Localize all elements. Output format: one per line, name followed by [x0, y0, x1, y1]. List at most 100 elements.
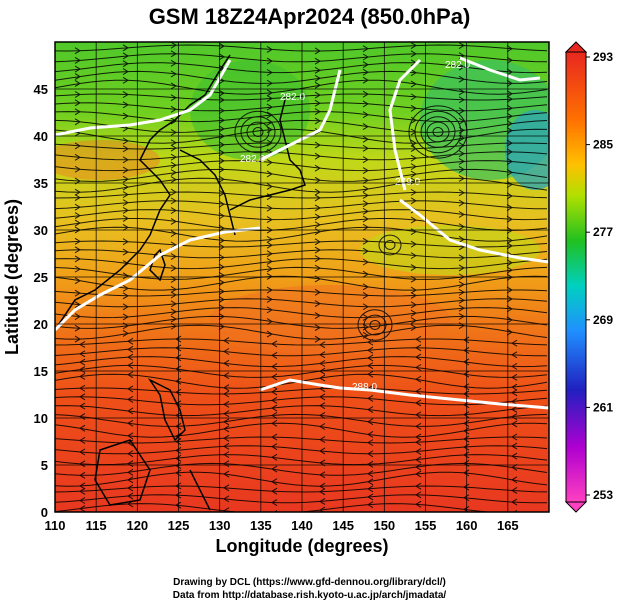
- lat-tick-label: 15: [34, 364, 48, 379]
- streamline-arrow: [79, 366, 86, 373]
- streamline-arrow: [218, 263, 225, 271]
- streamline-arrow: [319, 423, 326, 430]
- lon-tick-label: 160: [456, 518, 478, 533]
- streamline-arrow: [506, 56, 513, 64]
- streamline-arrow: [79, 341, 86, 348]
- vortex-streamline: [240, 116, 276, 148]
- streamline-arrow: [223, 390, 230, 398]
- streamline-arrow: [314, 188, 321, 196]
- streamline-arrow: [218, 304, 225, 312]
- streamline-arrow: [74, 165, 81, 173]
- streamline-arrow: [511, 373, 518, 381]
- streamline-arrow: [463, 459, 470, 467]
- streamline-arrow: [74, 237, 81, 245]
- streamline-arrow: [415, 422, 422, 430]
- streamline-arrow: [506, 90, 513, 98]
- streamline-arrow: [410, 69, 417, 77]
- streamline-arrow: [314, 108, 321, 116]
- streamline-arrow: [319, 498, 326, 505]
- streamline-arrow: [74, 65, 81, 73]
- plot-frame: [54, 41, 550, 513]
- streamline-arrow: [362, 45, 369, 53]
- streamline-arrow: [506, 148, 513, 156]
- streamline-arrow: [319, 436, 326, 444]
- contour-labels: 282.0 282.0 279.0 282.0 288.0: [240, 60, 470, 393]
- lon-tick-label: 110: [45, 518, 66, 533]
- streamline-arrow: [218, 200, 225, 208]
- streamline-arrow: [458, 223, 465, 231]
- streamline-arrow: [319, 411, 326, 419]
- streamline-arrow: [271, 396, 278, 404]
- streamline-arrow: [362, 283, 369, 291]
- vortex-streamline: [426, 121, 450, 143]
- vortex-streamline: [369, 320, 381, 330]
- streamline-arrow: [266, 69, 273, 76]
- streamline-arrow: [415, 433, 422, 441]
- streamline-arrow: [319, 360, 326, 367]
- streamline-arrow: [79, 448, 86, 456]
- streamline-arrow: [79, 482, 86, 490]
- streamline-arrow: [266, 265, 273, 273]
- vortex-streamline: [432, 127, 444, 137]
- streamline-arrow: [314, 204, 321, 212]
- streamline-arrow: [74, 99, 81, 107]
- streamline-arrow: [170, 105, 177, 113]
- streamline-arrow: [458, 199, 465, 207]
- streamline-arrow: [271, 404, 278, 412]
- streamline-arrow: [362, 53, 369, 61]
- streamline-arrow: [367, 346, 374, 354]
- streamline-arrow: [362, 123, 369, 131]
- streamline-arrow: [122, 199, 129, 207]
- streamline-arrow: [127, 371, 134, 379]
- streamline-arrow: [74, 335, 81, 343]
- streamline-arrow: [79, 437, 86, 444]
- contour-label: 282.0: [240, 154, 265, 165]
- streamline-arrow: [410, 104, 417, 112]
- streamline-arrow: [266, 57, 273, 65]
- streamline-arrow: [223, 425, 230, 433]
- streamline-arrow: [314, 66, 321, 74]
- streamline-arrow: [362, 247, 369, 255]
- colorbar-label: 253: [593, 488, 613, 502]
- colorbar-label: 285: [593, 138, 613, 152]
- streamline-arrow: [79, 424, 86, 432]
- streamline-arrow: [458, 166, 465, 173]
- streamline-arrow: [74, 142, 81, 150]
- streamline-arrow: [271, 443, 278, 451]
- streamline-arrow: [314, 324, 321, 332]
- streamline-arrow: [458, 189, 465, 197]
- streamline-arrow: [506, 112, 513, 120]
- streamline-arrow: [74, 324, 81, 332]
- streamline-arrow: [170, 188, 177, 196]
- lon-tick-label: 165: [497, 518, 519, 533]
- vortex-streamline: [384, 240, 396, 250]
- streamline-arrow: [170, 315, 177, 323]
- streamline-arrow: [506, 181, 513, 188]
- streamline-arrow: [463, 358, 470, 366]
- streamline-arrow: [218, 175, 225, 183]
- streamline-arrow: [271, 433, 278, 441]
- streamline-arrow: [362, 200, 369, 208]
- lon-tick-label: 145: [332, 518, 354, 533]
- streamline-arrow: [362, 90, 369, 98]
- streamline-arrow: [463, 469, 470, 477]
- streamline-arrow: [410, 163, 417, 171]
- streamline-arrow: [362, 215, 369, 223]
- streamline-arrow: [506, 104, 513, 112]
- lat-tick-label: 35: [34, 176, 48, 191]
- lon-tick-label: 155: [415, 518, 437, 533]
- streamline-arrow: [218, 116, 225, 124]
- streamline-arrow: [122, 238, 129, 246]
- streamline-arrow: [122, 52, 129, 60]
- colorbar: 293 285 277 269 261 253: [564, 41, 613, 513]
- streamline-arrow: [122, 272, 129, 280]
- streamline-arrow: [362, 156, 369, 164]
- streamline-arrow: [458, 264, 465, 272]
- streamline-arrow: [506, 168, 513, 176]
- vortex-streamline: [234, 110, 282, 154]
- streamline-arrow: [362, 135, 369, 143]
- streamline-arrow: [122, 224, 129, 231]
- streamline-arrow: [506, 316, 513, 324]
- streamline-arrow: [170, 286, 177, 293]
